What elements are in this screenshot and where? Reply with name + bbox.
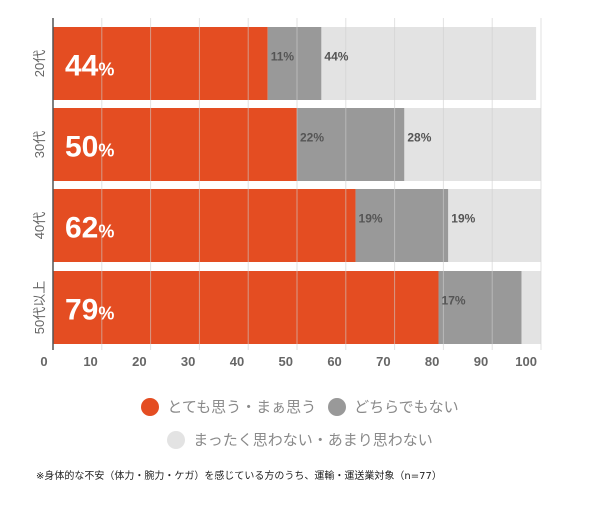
data-label-2: 19%	[451, 212, 475, 226]
bar-segment-0	[53, 108, 297, 181]
bar-segment-0	[53, 271, 439, 344]
x-tick-label: 0	[40, 354, 47, 369]
bar-segment-0	[53, 189, 356, 262]
x-tick-label: 90	[474, 354, 488, 369]
bar-segment-1	[355, 189, 449, 262]
data-label-1: 19%	[359, 212, 383, 226]
bar-segment-1	[267, 27, 322, 100]
data-label-1: 22%	[300, 131, 324, 145]
data-label-2: 28%	[407, 131, 431, 145]
x-tick-label: 20	[132, 354, 146, 369]
legend-dot-disagree	[167, 430, 186, 449]
legend-item-disagree: まったく思わない・あまり思わない	[167, 429, 433, 450]
legend-item-agree: とても思う・まぁ思う	[141, 396, 316, 417]
bar-segment-1	[297, 108, 405, 181]
x-tick-label: 40	[230, 354, 244, 369]
category-label: 40代	[32, 212, 47, 239]
x-tick-label: 80	[425, 354, 439, 369]
legend-item-neutral: どちらでもない	[328, 396, 459, 417]
bar-segment-2	[404, 108, 541, 181]
category-label: 20代	[32, 50, 47, 77]
legend-label-disagree: まったく思わない・あまり思わない	[193, 431, 433, 449]
bar-segment-2	[521, 271, 541, 344]
legend-dot-agree	[141, 397, 160, 416]
x-tick-label: 60	[327, 354, 341, 369]
legend-label-agree: とても思う・まぁ思う	[167, 398, 317, 416]
percent-sign: %	[98, 60, 114, 80]
legend-row-1: とても思う・まぁ思う どちらでもない	[0, 396, 600, 417]
category-label: 50代以上	[32, 281, 47, 334]
bar-segment-2	[321, 27, 537, 100]
x-tick-label: 30	[181, 354, 195, 369]
bar-segment-2	[448, 189, 541, 262]
legend-label-neutral: どちらでもない	[354, 398, 459, 416]
data-label-2: 44%	[324, 50, 348, 64]
x-tick-label: 100	[515, 354, 537, 369]
x-tick-label: 10	[83, 354, 97, 369]
category-label: 30代	[32, 131, 47, 158]
legend-dot-neutral	[328, 397, 347, 416]
data-label-1: 11%	[271, 50, 295, 64]
percent-sign: %	[98, 304, 114, 324]
data-label-1: 17%	[442, 294, 466, 308]
bar-segment-0	[53, 27, 268, 100]
x-tick-label: 70	[376, 354, 390, 369]
legend-row-2: まったく思わない・あまり思わない	[0, 429, 600, 450]
percent-sign: %	[98, 141, 114, 161]
footnote: ※身体的な不安（体力・腕力・ケガ）を感じている方のうち、運輸・運送業対象（n=7…	[36, 471, 442, 482]
percent-sign: %	[98, 222, 114, 242]
bar-segment-1	[438, 271, 522, 344]
x-tick-label: 50	[279, 354, 293, 369]
